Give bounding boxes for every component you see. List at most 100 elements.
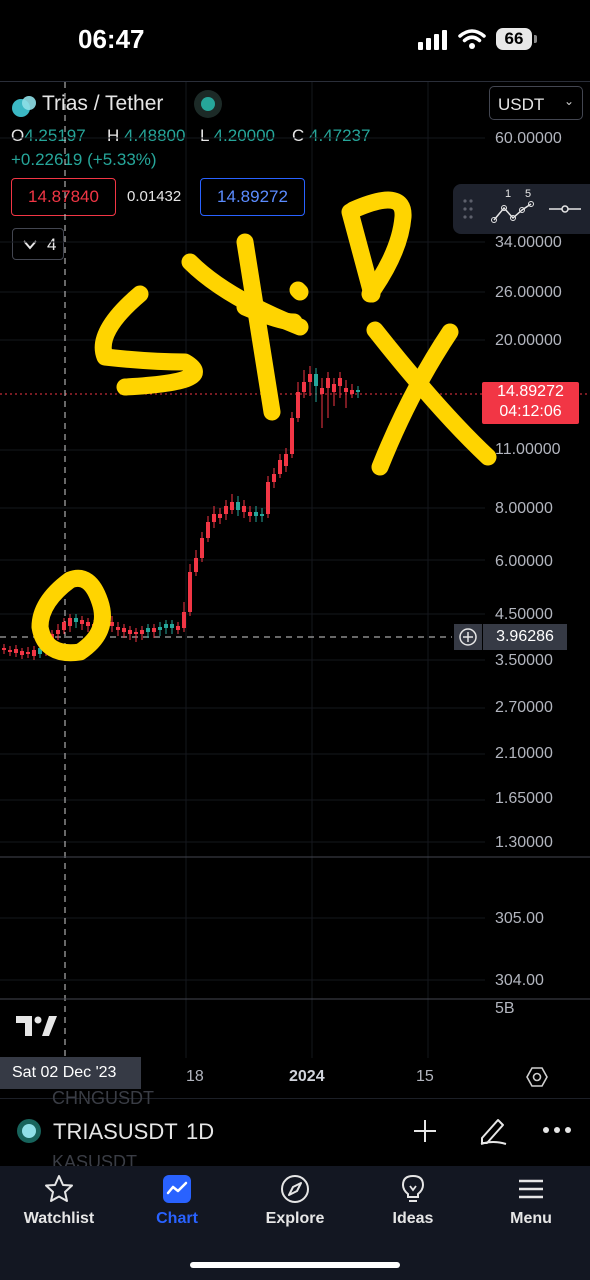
volume-axis-label: 305.00 [495, 910, 544, 927]
tab-label: Chart [156, 1210, 198, 1227]
crosshair-date-tag: Sat 02 Dec '23 [0, 1057, 141, 1089]
candle-body [110, 622, 114, 626]
candle-body [188, 572, 192, 612]
tab-label: Watchlist [23, 1210, 95, 1227]
add-alert-button[interactable] [454, 624, 482, 650]
candle-body [212, 514, 216, 522]
bottom-tab-bar: Watchlist Chart Explore Ideas Menu [0, 1166, 590, 1280]
volume-scale-label: 5B [495, 1000, 515, 1017]
home-indicator [190, 1262, 400, 1268]
candle-body [356, 390, 360, 392]
sell-price-button[interactable]: 14.87840 [11, 178, 116, 216]
crosshair-price-tag: 3.96286 [483, 624, 567, 650]
candlestick-series [2, 366, 360, 660]
candle-body [266, 482, 270, 514]
interval-button[interactable]: 1D [186, 1119, 215, 1144]
current-price-value: 14.89272 [497, 383, 564, 400]
price-axis-label: 26.00000 [495, 284, 562, 301]
candle-countdown: 04:12:06 [499, 403, 562, 420]
candle-body [56, 630, 60, 634]
tool-digit-1: 1 [505, 188, 512, 200]
symbol-search-button[interactable]: TRIASUSDT [53, 1119, 178, 1144]
previous-symbol[interactable]: CHNGUSDT [52, 1088, 154, 1108]
buy-price-button[interactable]: 14.89272 [200, 178, 305, 216]
status-time: 06:47 [78, 24, 145, 54]
tradingview-logo [16, 1016, 57, 1036]
candle-body [344, 388, 348, 392]
candle-body [128, 630, 132, 634]
drag-handle-icon[interactable] [463, 198, 473, 220]
time-axis-label: 15 [416, 1068, 434, 1085]
candle-body [68, 618, 72, 626]
ohlc-low: L 4.20000 [200, 126, 276, 145]
drawing-tools-icon[interactable] [478, 1114, 508, 1146]
price-chart[interactable] [0, 82, 590, 1058]
cellular-signal-icon [418, 30, 447, 50]
tab-label: Ideas [392, 1210, 434, 1227]
candle-body [278, 460, 282, 474]
horizontal-line-tool-icon[interactable] [549, 202, 581, 216]
more-options-icon[interactable] [542, 1125, 572, 1135]
compass-icon [281, 1175, 309, 1203]
battery-icon: 66 [496, 28, 532, 50]
lightbulb-icon [401, 1174, 425, 1202]
candle-body [122, 628, 126, 632]
star-icon [45, 1175, 73, 1202]
current-price-tag: 14.89272 04:12:06 [482, 382, 579, 424]
price-axis-label: 20.00000 [495, 332, 562, 349]
price-axis-label: 11.00000 [495, 441, 561, 458]
candle-body [32, 650, 36, 656]
candle-body [338, 378, 342, 386]
spread-value: 0.01432 [127, 188, 182, 205]
time-axis-label: 18 [186, 1068, 204, 1085]
chart-settings-icon[interactable] [526, 1066, 548, 1088]
symbol-logo-icon [17, 1119, 41, 1143]
candle-body [206, 522, 210, 538]
hamburger-icon [519, 1179, 543, 1199]
battery-tip [534, 35, 537, 43]
candle-body [296, 392, 300, 418]
chart-icon [163, 1175, 191, 1203]
add-symbol-icon[interactable] [412, 1118, 438, 1144]
candle-body [80, 620, 84, 624]
chevron-down-icon [23, 240, 37, 250]
price-axis-label: 1.65000 [495, 790, 553, 807]
coin-logo-icon [12, 96, 36, 117]
candle-body [260, 514, 264, 516]
pattern-line-icon [491, 201, 534, 223]
price-axis-label: 2.10000 [495, 745, 553, 762]
chart-grid [0, 82, 485, 1058]
price-axis-label: 60.00000 [495, 130, 562, 147]
candle-body [236, 502, 240, 510]
candle-body [14, 649, 18, 653]
chevron-down-icon: ⌄ [563, 94, 574, 108]
candle-body [38, 648, 42, 654]
candle-body [164, 624, 168, 628]
candle-body [248, 512, 252, 516]
handwritten-skip-annotation [31, 191, 497, 662]
tab-label: Explore [265, 1210, 325, 1227]
ohlc-high: H 4.48800 [107, 126, 186, 145]
candle-body [326, 378, 330, 388]
candle-body [152, 628, 156, 632]
candle-body [2, 648, 6, 650]
candle-body [242, 506, 246, 512]
candle-body [230, 502, 234, 510]
candle-body [272, 474, 276, 482]
candle-body [308, 374, 312, 382]
symbol-title[interactable]: Trias / Tether [42, 92, 164, 115]
candle-body [224, 506, 228, 514]
indicators-toggle-button[interactable]: 4 [12, 228, 64, 260]
price-axis-label: 4.50000 [495, 606, 553, 623]
candle-body [314, 374, 318, 386]
candle-body [176, 626, 180, 630]
currency-select[interactable]: USDT ⌄ [489, 86, 583, 120]
xabcd-pattern-tool[interactable]: 1 5 [491, 188, 535, 230]
indicator-count: 4 [47, 235, 57, 254]
candle-body [140, 630, 144, 634]
market-open-indicator [194, 90, 222, 118]
candle-body [254, 512, 258, 516]
plus-circle-icon [459, 628, 477, 646]
candle-body [332, 384, 336, 392]
candle-body [350, 390, 354, 394]
